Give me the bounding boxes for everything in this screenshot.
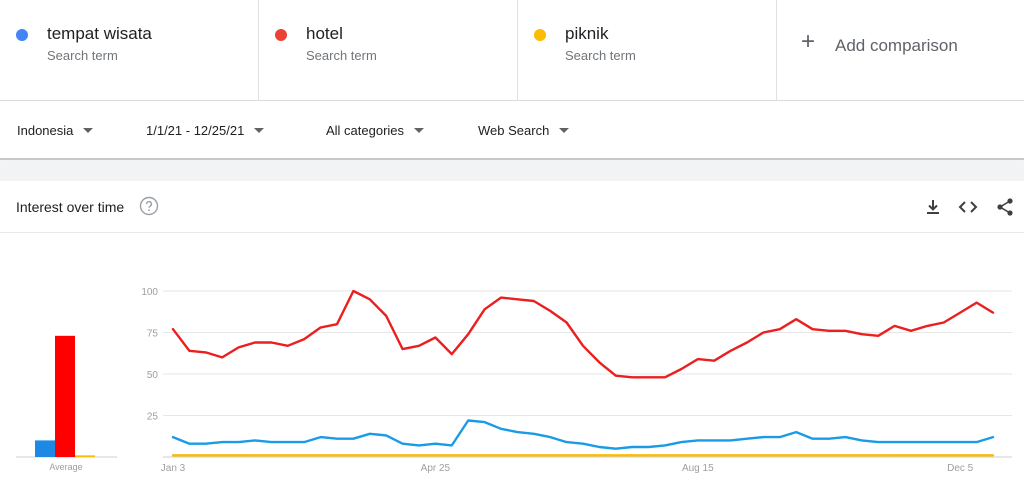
term-subtitle: Search term (306, 48, 377, 63)
average-bar-piknik[interactable] (75, 455, 95, 457)
region-dropdown[interactable]: Indonesia (17, 123, 94, 138)
series-color-dot (275, 29, 287, 41)
chevron-down-icon (414, 128, 425, 133)
term-subtitle: Search term (565, 48, 636, 63)
y-tick-label: 50 (147, 370, 159, 381)
add-comparison-button[interactable]: + Add comparison (777, 0, 1024, 100)
series-line-hotel[interactable] (171, 289, 995, 379)
interest-over-time-card: Interest over time 100 75 50 25 Average Jan… (0, 181, 1024, 493)
average-bar-hotel[interactable] (55, 335, 75, 457)
x-tick-label: Apr 25 (421, 463, 451, 474)
card-header: Interest over time (0, 181, 1024, 233)
x-axis-labels: Jan 3 Apr 25 Aug 15 Dec 5 (161, 463, 974, 474)
category-dropdown[interactable]: All categories (326, 123, 425, 138)
y-tick-label: 100 (141, 287, 158, 298)
term-name[interactable]: tempat wisata (47, 24, 152, 43)
embed-icon[interactable] (957, 196, 979, 218)
term-name[interactable]: hotel (306, 24, 343, 43)
chevron-down-icon (83, 128, 94, 133)
chevron-down-icon (559, 128, 570, 133)
term-tempat-wisata[interactable]: tempat wisata Search term (0, 0, 259, 100)
section-divider (0, 161, 1024, 181)
share-icon[interactable] (994, 196, 1016, 218)
add-comparison-label: Add comparison (835, 36, 958, 55)
filter-bar: Indonesia 1/1/21 - 12/25/21 All categori… (0, 101, 1024, 160)
series-color-dot (534, 29, 546, 41)
term-hotel[interactable]: hotel Search term (259, 0, 518, 100)
average-bar-tempat-wisata[interactable] (35, 440, 55, 457)
search-type-value: Web Search (478, 123, 550, 138)
download-icon[interactable] (922, 196, 944, 218)
search-type-dropdown[interactable]: Web Search (478, 123, 570, 138)
card-title: Interest over time (16, 199, 125, 215)
term-subtitle: Search term (47, 48, 118, 63)
x-tick-label: Jan 3 (161, 463, 186, 474)
comparison-bar: tempat wisata Search term hotel Search t… (0, 0, 1024, 101)
chart-series-lines (171, 289, 995, 457)
series-color-dot (16, 29, 28, 41)
date-range-dropdown[interactable]: 1/1/21 - 12/25/21 (146, 123, 265, 138)
date-range-value: 1/1/21 - 12/25/21 (146, 123, 245, 138)
y-tick-label: 75 (147, 329, 159, 340)
x-tick-label: Dec 5 (947, 463, 974, 474)
help-icon[interactable] (139, 196, 159, 216)
average-bar-chart: Average (16, 335, 117, 472)
series-line-tempat-wisata[interactable] (171, 419, 995, 450)
category-value: All categories (326, 123, 405, 138)
plus-icon: + (801, 28, 816, 55)
interest-over-time-chart: 100 75 50 25 Average Jan 3 Apr 25 Aug 15 Dec 5 (16, 287, 1012, 474)
term-name[interactable]: piknik (565, 24, 609, 43)
y-tick-label: 25 (147, 412, 159, 423)
term-piknik[interactable]: piknik Search term (518, 0, 777, 100)
chevron-down-icon (254, 128, 265, 133)
x-tick-label: Aug 15 (682, 463, 714, 474)
region-value: Indonesia (17, 123, 74, 138)
chart-gridlines: 100 75 50 25 (141, 287, 1012, 458)
average-label: Average (49, 462, 82, 472)
